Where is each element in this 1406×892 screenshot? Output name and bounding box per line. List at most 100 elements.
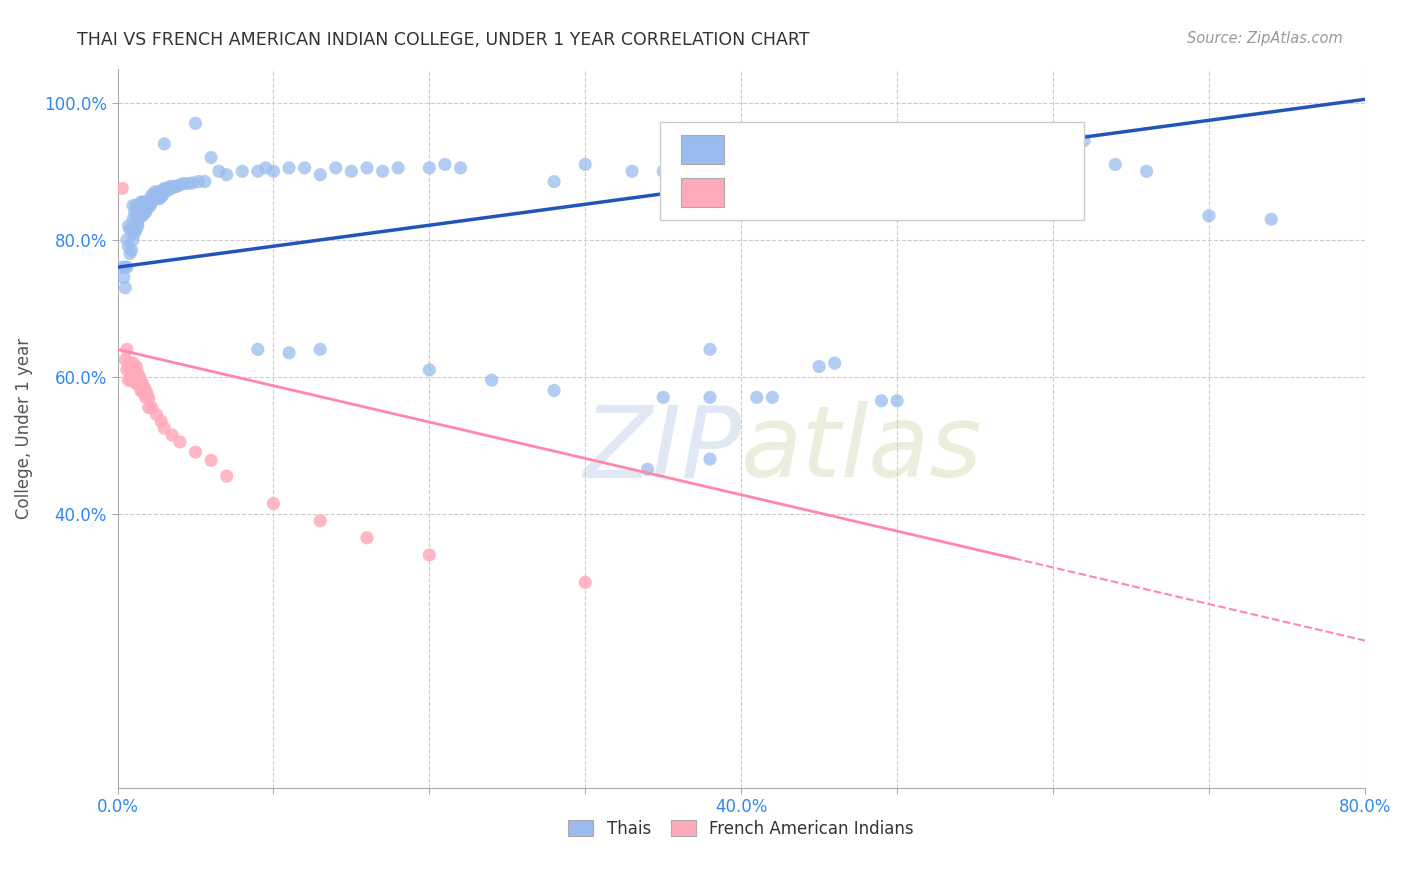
Point [132, 195, 155, 210]
Point [122, 233, 145, 247]
Point [115, 363, 138, 377]
Point [166, 179, 188, 194]
Point [176, 177, 198, 191]
Point [138, 195, 160, 210]
Point [153, 421, 176, 435]
Point [122, 369, 145, 384]
Point [143, 192, 166, 206]
Point [146, 185, 169, 199]
Point [141, 401, 163, 415]
Point [115, 260, 138, 275]
Point [118, 222, 141, 236]
Point [124, 205, 146, 219]
Point [481, 373, 503, 387]
Point [1104, 157, 1126, 171]
Point [128, 198, 150, 212]
Point [127, 367, 149, 381]
Point [149, 186, 172, 201]
Point [340, 164, 363, 178]
Point [208, 164, 231, 178]
Point [150, 414, 173, 428]
Point [1073, 133, 1095, 147]
Point [150, 185, 173, 199]
Point [114, 260, 136, 275]
Point [169, 434, 191, 449]
Point [325, 161, 347, 175]
Point [309, 514, 332, 528]
Point [246, 343, 269, 357]
Point [114, 352, 136, 367]
Point [637, 462, 659, 476]
Point [136, 387, 159, 401]
Point [808, 359, 831, 374]
Point [169, 178, 191, 192]
Point [917, 171, 939, 186]
Point [118, 369, 141, 384]
Point [131, 384, 153, 399]
Point [141, 195, 163, 210]
Point [184, 116, 207, 130]
Point [135, 390, 157, 404]
Point [159, 179, 181, 194]
Point [152, 188, 174, 202]
Point [699, 343, 721, 357]
Point [165, 179, 187, 194]
Point [114, 281, 136, 295]
Point [138, 392, 160, 406]
Point [980, 157, 1002, 171]
Point [574, 157, 596, 171]
Point [652, 164, 675, 178]
Legend: Thais, French American Indians: Thais, French American Indians [562, 813, 921, 844]
Point [172, 177, 194, 191]
Point [160, 180, 183, 194]
Point [450, 161, 472, 175]
Point [131, 209, 153, 223]
Text: Source: ZipAtlas.com: Source: ZipAtlas.com [1187, 31, 1343, 46]
Point [117, 359, 139, 374]
Point [142, 192, 165, 206]
Point [139, 192, 162, 206]
Point [200, 453, 222, 467]
Point [124, 363, 146, 377]
Point [129, 384, 152, 398]
Point [215, 469, 238, 483]
Point [278, 161, 301, 175]
Point [136, 202, 159, 216]
Point [150, 189, 173, 203]
Point [127, 205, 149, 219]
Point [1135, 164, 1157, 178]
Text: THAI VS FRENCH AMERICAN INDIAN COLLEGE, UNDER 1 YEAR CORRELATION CHART: THAI VS FRENCH AMERICAN INDIAN COLLEGE, … [77, 31, 810, 49]
Point [135, 205, 157, 219]
Point [153, 136, 176, 151]
Point [121, 373, 143, 387]
Point [278, 346, 301, 360]
Point [149, 192, 172, 206]
Point [118, 356, 141, 370]
Point [153, 181, 176, 195]
Point [132, 205, 155, 219]
Point [125, 222, 148, 236]
Point [132, 380, 155, 394]
Point [246, 164, 269, 178]
Point [125, 198, 148, 212]
Point [128, 369, 150, 384]
Point [118, 246, 141, 260]
Point [125, 212, 148, 227]
Y-axis label: College, Under 1 year: College, Under 1 year [15, 337, 32, 519]
Point [153, 185, 176, 199]
Point [855, 164, 877, 178]
Point [146, 188, 169, 202]
Point [127, 219, 149, 233]
Point [156, 181, 179, 195]
Point [181, 176, 204, 190]
Point [121, 359, 143, 374]
Point [138, 198, 160, 212]
Point [117, 239, 139, 253]
Text: ZIP: ZIP [583, 401, 741, 499]
Point [886, 151, 908, 165]
Point [433, 157, 456, 171]
Point [125, 369, 148, 384]
Point [127, 216, 149, 230]
Point [131, 376, 153, 391]
Point [745, 390, 768, 404]
